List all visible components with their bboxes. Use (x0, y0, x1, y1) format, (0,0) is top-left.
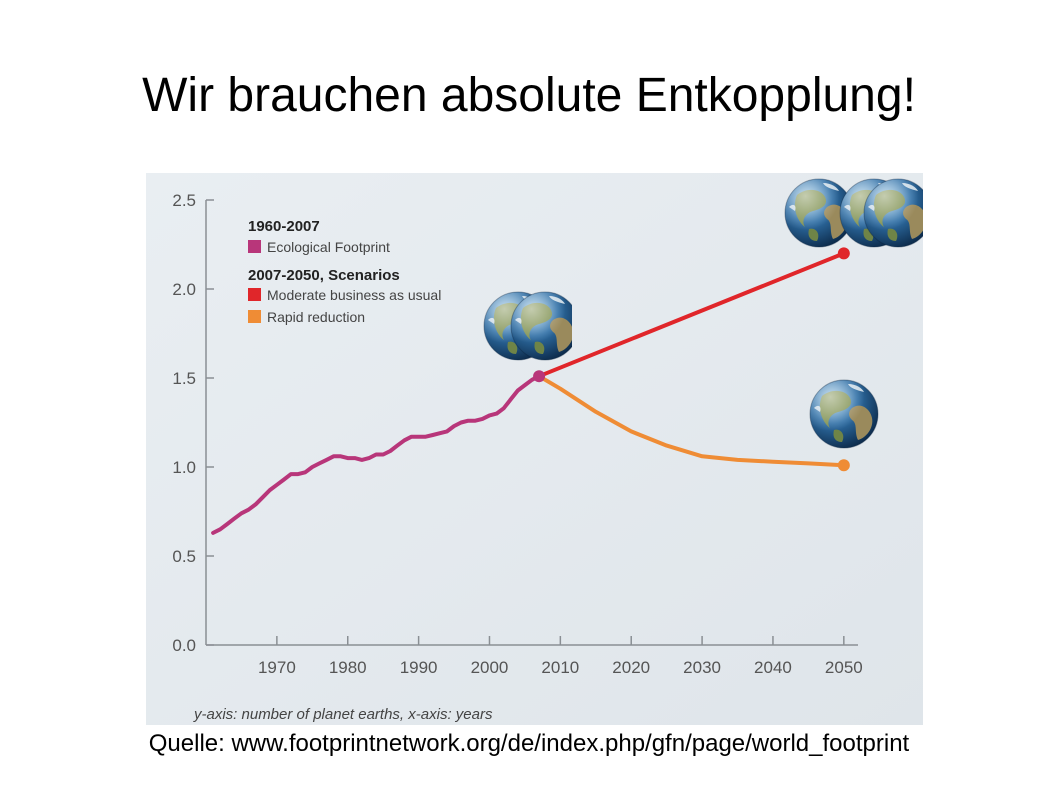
point-rapid-reduction-2050 (837, 459, 850, 472)
series-line-moderate-business-as-usual (537, 251, 846, 379)
y-axis-ticks: 0.0 0.5 1.0 1.5 2.0 2.5 (172, 191, 214, 655)
globe-group-2050-high (784, 178, 923, 248)
chart-panel-background (146, 173, 923, 725)
x-tick-label: 2000 (471, 658, 509, 677)
x-tick-label: 2050 (825, 658, 863, 677)
earth-globe-icon (510, 291, 572, 361)
slide-title: Wir brauchen absolute Entkopplung! (142, 69, 916, 122)
legend-swatch-rapid-reduction (248, 310, 261, 323)
x-tick-label: 2040 (754, 658, 792, 677)
earth-globe-icon (809, 379, 879, 449)
x-tick-label: 1980 (329, 658, 367, 677)
x-axis-ticks: 1970 1980 1990 2000 2010 2020 2030 2040 2050 (258, 636, 863, 677)
y-tick-label: 1.0 (172, 458, 196, 477)
source-citation: Quelle: www.footprintnetwork.org/de/inde… (148, 730, 910, 757)
legend-entry-rapid-reduction: Rapid reduction (267, 309, 365, 325)
legend-entry-business-as-usual: Moderate business as usual (267, 287, 441, 303)
y-tick-label: 2.0 (172, 280, 196, 299)
chart-axes (205, 200, 858, 646)
y-tick-label: 1.5 (172, 369, 196, 388)
globe-group-2050-low (809, 379, 879, 449)
y-tick-label: 0.5 (172, 547, 196, 566)
y-tick-label: 2.5 (172, 191, 196, 210)
series-line-ecological-footprint (211, 374, 542, 535)
legend-heading-scenarios: 2007-2050, Scenarios (248, 267, 400, 284)
footprint-chart: 0.0 0.5 1.0 1.5 2.0 2.5 1970 1980 1990 2000 2010 2… (146, 173, 923, 725)
legend-swatch-business-as-usual (248, 288, 261, 301)
x-tick-label: 1970 (258, 658, 296, 677)
x-tick-label: 2030 (683, 658, 721, 677)
legend-heading-historic: 1960-2007 (248, 218, 320, 235)
legend-entry-footprint: Ecological Footprint (267, 239, 390, 255)
y-tick-label: 0.0 (172, 636, 196, 655)
x-tick-label: 1990 (400, 658, 438, 677)
chart-legend: 1960-2007 Ecological Footprint 2007-2050… (248, 218, 441, 325)
globe-group-2007 (483, 291, 572, 361)
x-tick-label: 2020 (612, 658, 650, 677)
point-footprint-2007 (533, 370, 546, 383)
chart-series (211, 247, 850, 535)
legend-swatch-footprint (248, 240, 261, 253)
chart-caption: y-axis: number of planet earths, x-axis:… (193, 706, 493, 723)
point-business-as-usual-2050 (837, 247, 850, 260)
series-line-rapid-reduction (537, 374, 846, 468)
x-tick-label: 2010 (541, 658, 579, 677)
